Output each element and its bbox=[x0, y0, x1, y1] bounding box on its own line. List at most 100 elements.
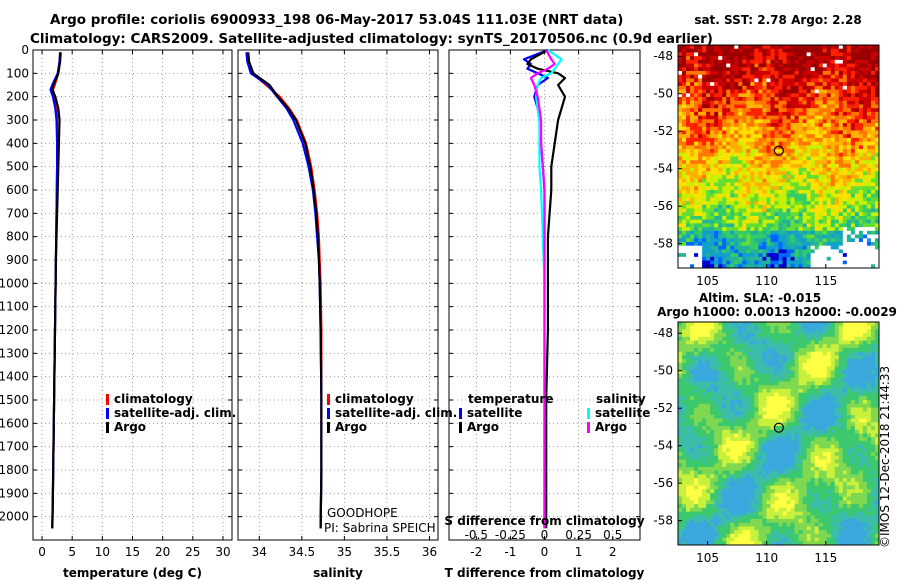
map-cell bbox=[702, 212, 707, 217]
map-cell bbox=[814, 407, 820, 412]
map-cell bbox=[742, 385, 747, 390]
map-cell bbox=[770, 175, 775, 180]
map-cell bbox=[838, 56, 844, 61]
map-cell bbox=[822, 329, 828, 334]
map-cell bbox=[750, 374, 755, 379]
map-cell bbox=[682, 348, 687, 353]
map-cell bbox=[750, 48, 755, 53]
map-cell bbox=[794, 245, 799, 250]
map-cell bbox=[706, 392, 711, 397]
map-cell bbox=[710, 193, 715, 198]
map-cell bbox=[742, 256, 747, 261]
map-cell bbox=[822, 359, 828, 364]
map-cell bbox=[766, 59, 771, 64]
map-cell bbox=[678, 186, 683, 191]
map-cell bbox=[866, 97, 872, 102]
map-cell bbox=[822, 325, 828, 330]
map-cell bbox=[838, 329, 844, 334]
map-cell bbox=[798, 178, 804, 183]
map-cell bbox=[814, 186, 820, 191]
map-cell bbox=[714, 440, 719, 446]
map-cell bbox=[790, 403, 795, 408]
map-cell bbox=[762, 374, 767, 379]
map-cell bbox=[738, 418, 743, 423]
map-cell bbox=[710, 396, 715, 401]
map-cell bbox=[806, 149, 812, 154]
map-cell bbox=[778, 392, 783, 397]
map-cell bbox=[750, 411, 755, 416]
map-cell bbox=[686, 193, 691, 198]
map-cell bbox=[714, 119, 719, 124]
map-cell bbox=[798, 241, 804, 247]
map-cell bbox=[814, 374, 820, 379]
map-cell bbox=[754, 119, 759, 124]
map-cell bbox=[786, 355, 791, 360]
map-cell bbox=[746, 212, 751, 217]
map-cell bbox=[802, 400, 808, 405]
map-cell bbox=[730, 134, 735, 139]
map-cell bbox=[858, 429, 864, 434]
map-cell bbox=[802, 253, 808, 258]
map-cell bbox=[774, 385, 779, 390]
map-cell bbox=[806, 381, 812, 386]
map-cell bbox=[726, 433, 731, 438]
legend-swatch bbox=[459, 408, 462, 419]
map-cell bbox=[862, 256, 868, 261]
map-cell bbox=[822, 348, 828, 353]
map-cell bbox=[866, 437, 872, 442]
map-cell bbox=[834, 351, 840, 356]
map-cell bbox=[830, 189, 836, 195]
y-tick-label: 1800 bbox=[0, 463, 29, 477]
map-cell bbox=[806, 85, 812, 90]
map-cell bbox=[798, 418, 804, 423]
map-cell bbox=[850, 348, 856, 353]
map-cell bbox=[698, 348, 703, 353]
map-cell bbox=[682, 370, 687, 375]
map-cell bbox=[746, 411, 751, 416]
map-cell bbox=[774, 396, 779, 401]
map-cell bbox=[782, 256, 787, 261]
annotation-pi: PI: Sabrina SPEICH bbox=[324, 521, 436, 535]
map-cell bbox=[686, 219, 691, 224]
map-cell bbox=[718, 119, 723, 124]
map-cell bbox=[730, 400, 735, 405]
map-cell bbox=[830, 325, 836, 330]
map-cell bbox=[854, 429, 860, 434]
map-cell bbox=[826, 388, 832, 394]
map-cell bbox=[718, 253, 723, 258]
map-cell bbox=[734, 149, 739, 154]
map-cell bbox=[722, 171, 727, 176]
map-cell bbox=[806, 385, 812, 390]
map-cell bbox=[750, 329, 755, 334]
map-cell bbox=[678, 359, 683, 364]
map-cell bbox=[754, 156, 759, 161]
x-tick-label: 25 bbox=[185, 545, 200, 559]
map-cell bbox=[682, 56, 687, 61]
map-cell bbox=[830, 396, 836, 401]
map-cell bbox=[818, 115, 824, 120]
map-cell bbox=[854, 104, 860, 109]
legend-label: Argo bbox=[114, 420, 146, 434]
map-cell bbox=[690, 201, 695, 206]
map-cell bbox=[822, 241, 828, 247]
map-cell bbox=[678, 407, 683, 412]
map-cell bbox=[734, 241, 739, 247]
map-cell bbox=[682, 396, 687, 401]
map-cell bbox=[842, 440, 848, 446]
map-cell bbox=[686, 141, 691, 146]
map-cell bbox=[858, 97, 864, 102]
map-cell bbox=[862, 407, 868, 412]
map-cell bbox=[746, 348, 751, 353]
map-cell bbox=[738, 329, 743, 334]
map-cell bbox=[870, 134, 876, 139]
map-cell bbox=[706, 97, 711, 102]
map-cell bbox=[858, 123, 864, 128]
map-cell bbox=[786, 392, 791, 397]
map-cell bbox=[762, 163, 767, 169]
map-cell bbox=[846, 156, 852, 161]
map-cell bbox=[702, 227, 707, 232]
map-cell bbox=[734, 322, 739, 327]
map-cell bbox=[722, 208, 727, 213]
map-cell bbox=[818, 238, 824, 243]
map-cell bbox=[862, 325, 868, 330]
